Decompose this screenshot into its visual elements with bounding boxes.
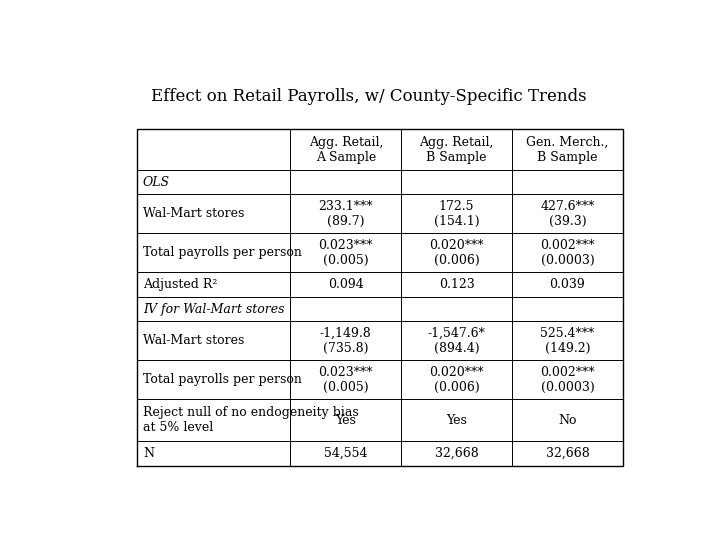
Text: 0.020***
(0.006): 0.020*** (0.006) <box>429 366 484 394</box>
Text: -1,149.8
(735.8): -1,149.8 (735.8) <box>320 327 372 355</box>
Text: 0.023***
(0.005): 0.023*** (0.005) <box>318 239 373 267</box>
Text: 427.6***
(39.3): 427.6*** (39.3) <box>540 200 595 228</box>
Text: Reject null of no endogeneity bias
at 5% level: Reject null of no endogeneity bias at 5%… <box>143 406 359 434</box>
Text: 32,668: 32,668 <box>435 447 479 460</box>
Text: IV for Wal-Mart stores: IV for Wal-Mart stores <box>143 302 284 315</box>
Text: Agg. Retail,
A Sample: Agg. Retail, A Sample <box>309 136 383 164</box>
Text: No: No <box>558 414 577 427</box>
Text: -1,547.6*
(894.4): -1,547.6* (894.4) <box>428 327 485 355</box>
Text: Gen. Merch.,
B Sample: Gen. Merch., B Sample <box>526 136 608 164</box>
Text: OLS: OLS <box>143 176 170 188</box>
Text: 54,554: 54,554 <box>324 447 367 460</box>
Text: 233.1***
(89.7): 233.1*** (89.7) <box>318 200 373 228</box>
Text: Adjusted R²: Adjusted R² <box>143 278 217 291</box>
Text: 0.002***
(0.0003): 0.002*** (0.0003) <box>540 366 595 394</box>
Text: Wal-Mart stores: Wal-Mart stores <box>143 334 244 347</box>
Text: Yes: Yes <box>336 414 356 427</box>
Text: 0.020***
(0.006): 0.020*** (0.006) <box>429 239 484 267</box>
Text: 0.123: 0.123 <box>438 278 474 291</box>
Text: Agg. Retail,
B Sample: Agg. Retail, B Sample <box>420 136 494 164</box>
Text: Yes: Yes <box>446 414 467 427</box>
Text: 0.094: 0.094 <box>328 278 364 291</box>
Text: 32,668: 32,668 <box>546 447 590 460</box>
Text: Effect on Retail Payrolls, w/ County-Specific Trends: Effect on Retail Payrolls, w/ County-Spe… <box>151 87 587 105</box>
Text: N: N <box>143 447 154 460</box>
Text: 172.5
(154.1): 172.5 (154.1) <box>434 200 480 228</box>
Text: Total payrolls per person: Total payrolls per person <box>143 246 302 259</box>
Text: 0.002***
(0.0003): 0.002*** (0.0003) <box>540 239 595 267</box>
Text: 0.039: 0.039 <box>549 278 585 291</box>
Text: 525.4***
(149.2): 525.4*** (149.2) <box>540 327 595 355</box>
Text: 0.023***
(0.005): 0.023*** (0.005) <box>318 366 373 394</box>
Text: Total payrolls per person: Total payrolls per person <box>143 373 302 386</box>
Text: Wal-Mart stores: Wal-Mart stores <box>143 207 244 220</box>
